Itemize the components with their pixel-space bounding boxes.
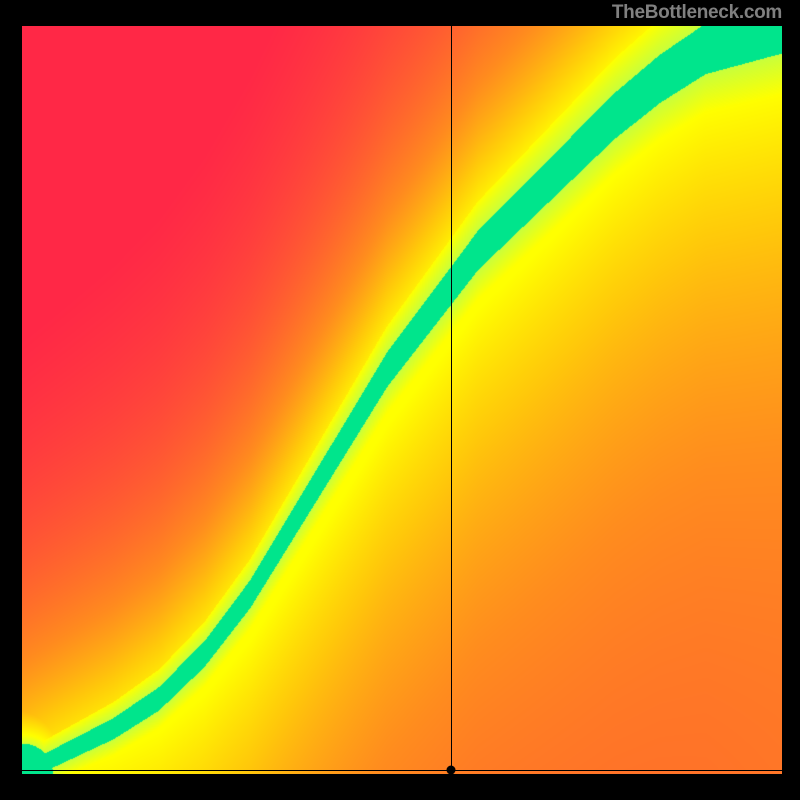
watermark-text: TheBottleneck.com xyxy=(612,2,782,24)
crosshair-dot xyxy=(447,766,456,775)
crosshair-horizontal xyxy=(22,770,782,771)
plot-area xyxy=(22,26,782,774)
heatmap-canvas xyxy=(22,26,782,774)
crosshair-vertical xyxy=(451,26,452,774)
